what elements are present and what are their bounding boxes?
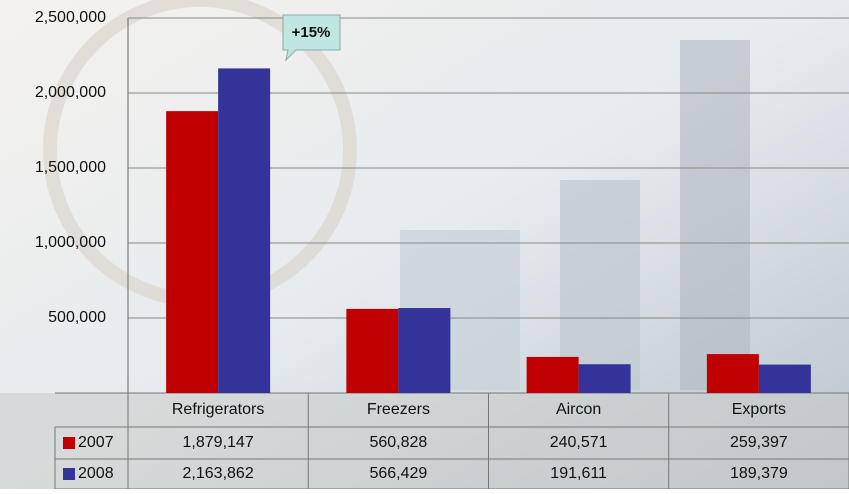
bar — [706, 354, 759, 393]
y-tick-label: 500,000 — [48, 309, 106, 326]
bar — [166, 111, 219, 393]
legend-swatch — [63, 468, 75, 480]
category-label: Freezers — [367, 401, 430, 418]
table-cell: 189,379 — [730, 465, 788, 482]
category-label: Refrigerators — [172, 401, 264, 418]
y-tick-label: 2,500,000 — [35, 9, 106, 26]
table-cell: 191,611 — [550, 465, 607, 482]
table-background — [0, 393, 849, 489]
y-tick-label: 1,500,000 — [35, 159, 106, 176]
legend-swatch — [63, 437, 75, 449]
bar — [526, 356, 579, 393]
table-cell: 259,397 — [730, 434, 788, 451]
table-cell: 566,429 — [369, 465, 427, 482]
table-cell: 2,163,862 — [183, 465, 254, 482]
table-cell: 240,571 — [550, 434, 608, 451]
background-building — [680, 40, 750, 390]
legend-label: 2007 — [78, 434, 114, 451]
legend-label: 2008 — [78, 465, 114, 482]
table-cell: 1,879,147 — [183, 434, 254, 451]
y-tick-label: 2,000,000 — [35, 84, 106, 101]
category-label: Aircon — [556, 401, 601, 418]
bar — [578, 364, 631, 393]
y-tick-label: 1,000,000 — [35, 234, 106, 251]
table-cell: 560,828 — [369, 434, 427, 451]
bar — [218, 68, 271, 393]
callout — [282, 14, 341, 62]
bar — [346, 308, 399, 393]
bar — [398, 308, 451, 393]
category-label: Exports — [732, 401, 786, 418]
annotation: +15% — [292, 24, 331, 41]
bar — [758, 364, 811, 393]
background-building — [560, 180, 640, 390]
